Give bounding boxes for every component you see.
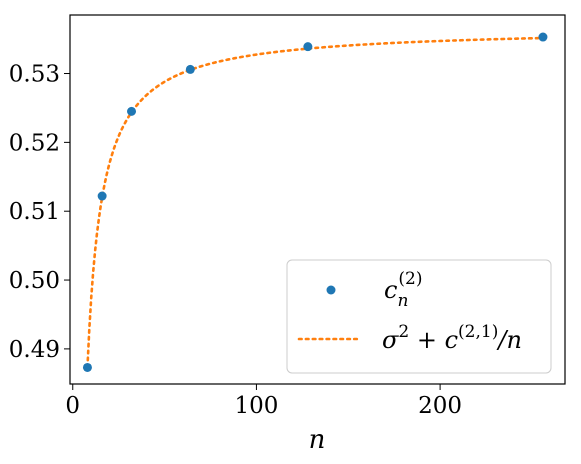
y-axis-ticks: 0.49 0.50 0.51 0.52 0.53: [9, 62, 70, 363]
x-tick-label: 0: [65, 393, 80, 419]
y-tick-label: 0.53: [9, 62, 60, 88]
scatter-point: [97, 191, 107, 201]
x-tick-label: 200: [418, 393, 462, 419]
legend-marker-scatter: [326, 285, 336, 295]
scatter-point: [303, 42, 313, 52]
scatter-point: [82, 362, 92, 372]
scatter-points-layer: [82, 32, 548, 372]
x-axis-label: n: [309, 425, 326, 455]
fit-curve: [86, 36, 545, 369]
legend: cn(2) σ2 + c(2,1)/n: [286, 259, 552, 374]
y-tick-label: 0.52: [9, 130, 60, 156]
x-axis-ticks: 0 100 200: [65, 384, 462, 419]
legend-label-scatter: cn(2): [384, 269, 423, 311]
plot-frame: [69, 14, 566, 385]
x-tick-label: 100: [234, 393, 278, 419]
y-tick-label: 0.51: [9, 199, 60, 225]
scatter-point: [538, 32, 548, 42]
legend-box: [286, 259, 552, 374]
y-tick-label: 0.49: [9, 337, 60, 363]
legend-label-fit: σ2 + c(2,1)/n: [382, 322, 522, 354]
fit-curve-layer: [86, 36, 545, 369]
scatter-point: [127, 106, 137, 116]
scatter-point: [185, 64, 195, 74]
y-tick-label: 0.50: [9, 268, 60, 294]
